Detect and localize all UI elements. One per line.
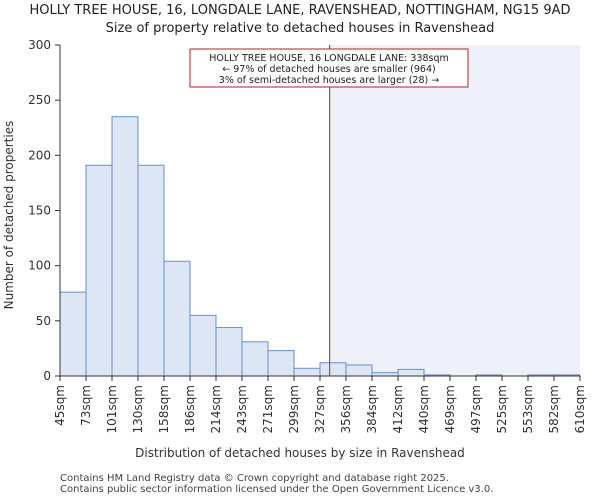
- bar-73sqm: [85, 164, 113, 377]
- y-tick-label: 0: [43, 369, 51, 383]
- x-tick-label: 73sqm: [79, 385, 93, 426]
- bar-412sqm: [397, 368, 425, 377]
- bar-243sqm: [241, 341, 269, 377]
- bar-158sqm: [163, 260, 191, 377]
- bar-356sqm: [345, 364, 373, 377]
- x-tick-label: 356sqm: [339, 385, 353, 433]
- y-tick-label: 250: [28, 93, 51, 107]
- annotation-frame: [189, 48, 469, 88]
- bar-214sqm: [215, 326, 243, 377]
- x-tick-label: 299sqm: [287, 385, 301, 433]
- x-tick-label: 384sqm: [365, 385, 379, 433]
- x-tick-label: 497sqm: [469, 385, 483, 433]
- y-tick-label: 300: [28, 38, 51, 52]
- x-tick-label: 186sqm: [183, 385, 197, 433]
- y-tick-label: 150: [28, 204, 51, 218]
- chart-subtitle: Size of property relative to detached ho…: [106, 21, 495, 36]
- x-tick-label: 553sqm: [521, 385, 535, 433]
- annotation-line-3: 3% of semi-detached houses are larger (2…: [219, 75, 439, 86]
- bar-327sqm: [319, 362, 347, 377]
- x-tick-label: 412sqm: [391, 385, 405, 433]
- bar-299sqm: [293, 367, 321, 377]
- property-highlight-region: [329, 45, 580, 376]
- x-tick-label: 440sqm: [417, 385, 431, 433]
- x-tick-label: 610sqm: [573, 385, 587, 433]
- x-tick-label: 525sqm: [495, 385, 509, 433]
- x-tick-label: 45sqm: [53, 385, 67, 426]
- bar-186sqm: [189, 314, 217, 377]
- x-tick-label: 582sqm: [547, 385, 561, 433]
- y-tick-label: 100: [28, 259, 51, 273]
- y-ticks: 0 50 100 150 200 250 300: [28, 38, 60, 383]
- x-tick-label: 469sqm: [443, 385, 457, 433]
- x-tick-label: 271sqm: [261, 385, 275, 433]
- x-tick-label: 158sqm: [157, 385, 171, 433]
- plot-area: HOLLY TREE HOUSE, 16 LONGDALE LANE: 338s…: [28, 38, 587, 433]
- annotation-box: HOLLY TREE HOUSE, 16 LONGDALE LANE: 338s…: [189, 48, 469, 88]
- x-ticks: 45sqm 73sqm 101sqm 130sqm 158sqm 186sqm 214sqm…: [53, 376, 587, 433]
- x-tick-label: 101sqm: [105, 385, 119, 433]
- x-tick-label: 243sqm: [235, 385, 249, 433]
- bar-271sqm: [267, 350, 295, 377]
- chart: HOLLY TREE HOUSE, 16, LONGDALE LANE, RAV…: [2, 3, 587, 460]
- bars-group: [59, 116, 581, 377]
- annotation-line-1: HOLLY TREE HOUSE, 16 LONGDALE LANE: 338s…: [209, 53, 449, 64]
- x-tick-label: 130sqm: [131, 385, 145, 433]
- footer-line-2: Contains public sector information licen…: [60, 484, 494, 495]
- y-tick-label: 200: [28, 148, 51, 162]
- x-tick-label: 214sqm: [209, 385, 223, 433]
- y-axis-label: Number of detached properties: [2, 121, 16, 310]
- bar-130sqm: [137, 164, 165, 377]
- chart-title: HOLLY TREE HOUSE, 16, LONGDALE LANE, RAV…: [30, 3, 571, 18]
- x-tick-label: 327sqm: [313, 385, 327, 433]
- bar-45sqm: [59, 291, 87, 377]
- x-axis-label: Distribution of detached houses by size …: [135, 446, 465, 460]
- footer-line-1: Contains HM Land Registry data © Crown c…: [60, 473, 449, 484]
- bar-101sqm: [111, 116, 139, 377]
- annotation-line-2: ← 97% of detached houses are smaller (96…: [222, 64, 435, 75]
- y-tick-label: 50: [36, 314, 51, 328]
